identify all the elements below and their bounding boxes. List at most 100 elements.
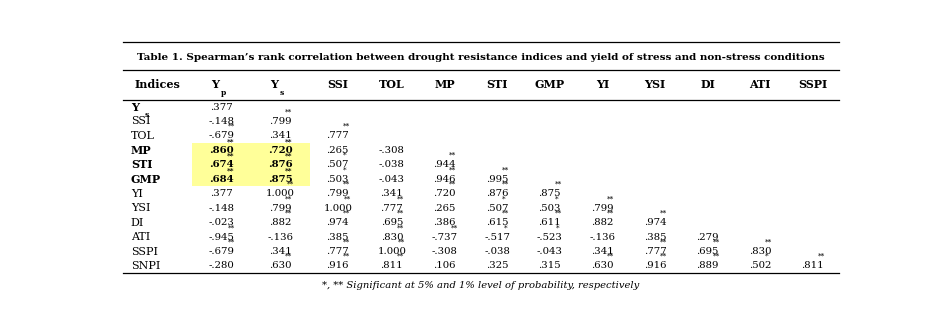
Text: *, ** Significant at 5% and 1% level of probability, respectively: *, ** Significant at 5% and 1% level of … [322,282,640,291]
Text: **: ** [343,239,350,247]
Text: **: ** [397,253,404,261]
Text: -.945: -.945 [208,233,234,242]
Text: .695: .695 [381,218,403,227]
Text: Indices: Indices [134,79,180,90]
Text: **: ** [285,166,292,174]
Text: **: ** [344,195,351,203]
Text: **: ** [449,152,457,160]
Text: -.023: -.023 [208,218,234,227]
Text: .386: .386 [433,218,456,227]
Text: .799: .799 [591,204,614,213]
Text: **: ** [226,152,234,160]
Text: .777: .777 [644,247,666,256]
Text: .916: .916 [326,261,349,270]
Text: 1.000: 1.000 [266,189,295,198]
Text: -.148: -.148 [208,204,234,213]
Text: -.517: -.517 [484,233,510,242]
Text: .674: .674 [209,160,234,169]
Text: -.043: -.043 [379,175,404,184]
Text: .684: .684 [209,175,234,184]
Text: -.136: -.136 [589,233,616,242]
Text: **: ** [228,224,235,232]
Text: *: * [556,224,559,232]
Text: .611: .611 [538,218,561,227]
Text: .325: .325 [486,261,508,270]
Text: **: ** [502,210,509,218]
Text: .944: .944 [433,160,456,169]
Text: .265: .265 [433,204,456,213]
Text: .830: .830 [749,247,771,256]
Text: SNPI: SNPI [131,261,161,271]
Text: .799: .799 [269,204,291,213]
Text: **: ** [449,181,457,189]
Text: .830: .830 [380,233,403,242]
Text: DI: DI [131,218,144,227]
Text: **: ** [397,210,404,218]
Text: **: ** [226,166,234,174]
Text: .106: .106 [433,261,456,270]
Text: .876: .876 [268,160,292,169]
Text: .860: .860 [209,146,234,155]
Text: YSI: YSI [644,79,666,90]
Text: **: ** [713,239,720,247]
Text: p: p [220,89,226,97]
Text: YI: YI [596,79,609,90]
Text: YI: YI [131,189,143,199]
Text: .341: .341 [269,247,291,256]
Text: .995: .995 [486,175,508,184]
Text: **: ** [451,224,458,232]
Text: .720: .720 [268,146,292,155]
Text: **: ** [713,253,720,261]
Text: **: ** [285,109,292,117]
Text: *: * [343,166,347,174]
Text: .974: .974 [644,218,666,227]
Text: **: ** [502,166,509,174]
Text: .695: .695 [697,247,719,256]
Text: -.280: -.280 [208,261,234,270]
Text: -.737: -.737 [432,233,458,242]
Text: SSPI: SSPI [131,247,158,256]
Text: 1.000: 1.000 [377,247,406,256]
Text: Table 1. Spearman’s rank correlation between drought resistance indices and yiel: Table 1. Spearman’s rank correlation bet… [137,53,825,62]
Text: 1.000: 1.000 [323,204,352,213]
Text: .341: .341 [380,189,403,198]
Text: .946: .946 [433,175,456,184]
Text: **: ** [659,253,667,261]
Text: .799: .799 [326,189,349,198]
Text: .799: .799 [269,117,291,126]
Text: **: ** [343,181,350,189]
Text: **: ** [343,253,350,261]
Text: **: ** [555,210,562,218]
Text: -.523: -.523 [537,233,562,242]
Bar [251,143,310,158]
Text: ATI: ATI [749,79,771,90]
Text: .385: .385 [326,233,349,242]
Text: **: ** [397,195,404,203]
Text: **: ** [817,253,825,261]
Text: **: ** [285,210,292,218]
Text: .777: .777 [326,247,349,256]
Text: MP: MP [131,145,151,156]
Text: GMP: GMP [131,174,161,185]
Text: *: * [555,195,559,203]
Text: .974: .974 [326,218,349,227]
Text: **: ** [285,152,292,160]
Text: **: ** [607,253,615,261]
Text: Y: Y [270,79,278,90]
Text: **: ** [502,181,509,189]
Text: **: ** [398,239,405,247]
Text: -.038: -.038 [484,247,510,256]
Text: s: s [145,111,149,119]
Text: .811: .811 [801,261,824,270]
Bar [192,172,251,186]
Text: **: ** [285,253,292,261]
Text: .875: .875 [268,175,292,184]
Text: DI: DI [700,79,715,90]
Text: **: ** [607,195,615,203]
Text: **: ** [659,210,667,218]
Text: YSI: YSI [131,203,150,213]
Text: **: ** [287,181,294,189]
Text: **: ** [226,137,234,145]
Text: Y: Y [211,79,219,90]
Text: **: ** [765,239,772,247]
